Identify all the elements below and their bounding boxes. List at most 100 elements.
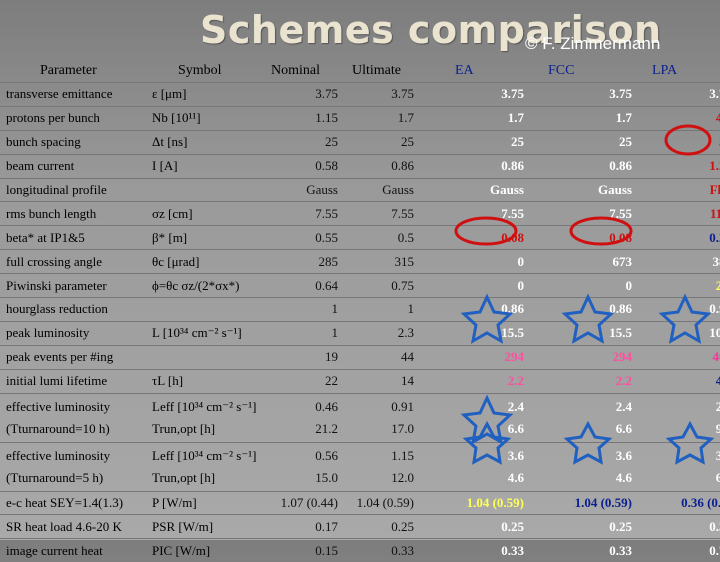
cell-ea: 0	[517, 277, 525, 293]
cell-line: 0.91	[391, 398, 414, 414]
cell-nom: Gauss	[306, 182, 338, 197]
cell-fcc: 1.04 (0.59)	[574, 495, 632, 511]
cell-symbol: P [W/m]	[152, 495, 197, 511]
cell-line: effective luminosity	[6, 447, 111, 463]
cell-symbol: PIC [W/m]	[152, 542, 211, 558]
cell-line: effective luminosity	[6, 398, 111, 414]
cell-line: Trun,opt [h]	[152, 420, 216, 436]
cell-nom: 1	[331, 301, 339, 317]
cell-param: beam current	[6, 158, 75, 174]
cell-line: 4.6	[615, 469, 632, 485]
cell-symbol	[148, 178, 268, 202]
cell-nom: 19	[325, 349, 338, 365]
cell-param: longitudinal profile	[6, 182, 107, 197]
cell-symbol: σz [cm]	[152, 205, 193, 221]
cell-param: effective luminosity (Tturnaround=10 h)	[0, 393, 148, 442]
cell-lpa: 4.5	[636, 369, 720, 393]
author-credit: © F. Zimmermann	[525, 34, 661, 53]
table-row: Piwinski parameter ϕ=θc σz/(2*σx*) 0.64 0.7…	[0, 273, 720, 298]
cell-line: Trun,opt [h]	[152, 469, 216, 485]
cell-ea: 0.33	[501, 542, 524, 558]
cell-fcc: 0.86	[609, 158, 632, 174]
cell-lpa: 0.36 (0.1)	[681, 495, 720, 511]
cell-line: 3.5	[640, 448, 720, 464]
cell-ea: 1.7	[507, 110, 524, 126]
cell-fcc: 3.75	[609, 86, 632, 102]
cell-nom: 7.55	[315, 205, 338, 221]
header-lpa: LPA	[652, 63, 678, 78]
cell-symbol: Leff [10³⁴ cm⁻² s⁻¹] Trun,opt [h]	[148, 442, 268, 491]
cell-nom: 0.46 21.2	[268, 393, 342, 442]
cell-fcc: 1.7	[615, 110, 632, 126]
cell-ea: 0	[517, 253, 525, 269]
cell-param: peak luminosity	[6, 325, 90, 341]
cell-symbol	[148, 345, 268, 369]
cell-nom: 0.55	[315, 229, 338, 245]
cell-ea: 7.55	[501, 205, 524, 221]
cell-line: 6.7	[640, 470, 720, 486]
cell-ult: 0.33	[391, 542, 414, 558]
comparison-table: transverse emittance ε [μm] 3.75 3.75 3.75 3.…	[0, 82, 720, 562]
table-row: beta* at IP1&5 β* [m] 0.55 0.5 0.08 0.08 0.25	[0, 225, 720, 250]
cell-symbol: ε [μm]	[152, 86, 187, 102]
header-symbol: Symbol	[178, 63, 222, 78]
cell-lpa: 403	[712, 349, 720, 365]
cell-line: (Tturnaround=5 h)	[6, 469, 104, 485]
cell-symbol	[148, 298, 268, 322]
cell-lpa: 0.36	[709, 518, 720, 534]
cell-nom: 0.64	[315, 277, 338, 293]
cell-param: bunch spacing	[6, 134, 81, 150]
table-row: longitudinal profile Gauss Gauss Gauss Gauss…	[0, 178, 720, 202]
cell-param: transverse emittance	[6, 86, 113, 102]
cell-param: Piwinski parameter	[6, 277, 107, 293]
table-row: image current heat PIC [W/m] 0.15 0.33 0.33 0…	[0, 538, 720, 562]
cell-fcc: 0.86	[609, 301, 632, 317]
cell-param: SR heat load 4.6-20 K	[6, 518, 122, 534]
cell-ult: 0.86	[391, 158, 414, 174]
cell-nom: 0.15	[315, 542, 338, 558]
cell-ea: 15.5	[501, 325, 524, 341]
table-row: rms bunch length σz [cm] 7.55 7.55 7.55 7.55 1…	[0, 201, 720, 226]
cell-symbol: Δt [ns]	[152, 134, 188, 150]
header-ultimate: Ultimate	[352, 63, 401, 78]
cell-ea: 3.75	[501, 86, 524, 102]
cell-lpa: 11.8	[709, 205, 720, 221]
cell-symbol: ϕ=θc σz/(2*σx*)	[152, 277, 240, 293]
cell-nom: 3.75	[315, 86, 338, 102]
cell-symbol: τL [h]	[152, 373, 184, 389]
table-row: hourglass reduction 1 1 0.86 0.86 0.99	[0, 297, 720, 322]
cell-lpa: 1.22	[709, 158, 720, 174]
cell-symbol: I [A]	[152, 158, 178, 174]
cell-nom: 0.58	[315, 158, 338, 174]
cell-lpa: 3.75	[709, 86, 720, 102]
cell-line: 6.6	[615, 420, 632, 436]
table-row: full crossing angle θc [μrad] 285 315 0 673 38…	[0, 249, 720, 274]
cell-line: 15.0	[315, 469, 338, 485]
cell-symbol: PSR [W/m]	[152, 518, 214, 534]
cell-line: 0.56	[315, 447, 338, 463]
cell-line: 2.4	[507, 398, 524, 414]
table-row: peak luminosity L [10³⁴ cm⁻² s⁻¹] 1 2.3 15.5…	[0, 321, 720, 345]
cell-line: 9.5	[640, 421, 720, 437]
cell-nom: 25	[325, 134, 338, 150]
cell-lpa: 50	[636, 130, 720, 154]
cell-fcc: 3.6 4.6	[528, 442, 636, 491]
cell-symbol: Leff [10³⁴ cm⁻² s⁻¹] Trun,opt [h]	[148, 393, 268, 442]
cell-lpa: 381	[712, 253, 720, 269]
cell-line: 4.6	[507, 469, 524, 485]
cell-line: 2.4	[615, 398, 632, 414]
cell-lpa: 0.25	[709, 229, 720, 245]
header-nominal: Nominal	[271, 63, 320, 78]
cell-ult: 2.3	[397, 325, 414, 341]
cell-line: 17.0	[391, 420, 414, 436]
cell-ult: 25	[401, 134, 414, 150]
cell-fcc: 2.2	[615, 373, 632, 389]
cell-ult: 1.04 (0.59)	[356, 495, 414, 511]
cell-line: 3.6	[615, 447, 632, 463]
cell-ult: 0.75	[391, 277, 414, 293]
cell-fcc: Gauss	[598, 182, 632, 197]
cell-line: 0.46	[315, 398, 338, 414]
cell-param: initial lumi lifetime	[6, 373, 108, 389]
cell-ea: 294	[504, 349, 525, 365]
